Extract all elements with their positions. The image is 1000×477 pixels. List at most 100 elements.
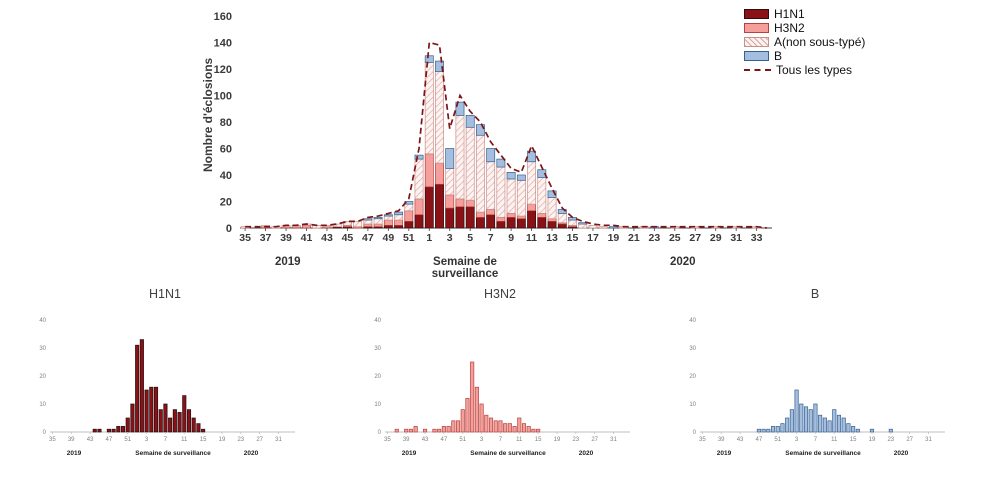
bar-H1N1 — [149, 386, 154, 433]
x-tick-label: 31 — [925, 437, 932, 443]
legend-label-a-non-sous-type: A(non sous-typé) — [774, 34, 866, 49]
x-tick-label: 9 — [508, 232, 514, 244]
bar-H1N1 — [414, 214, 424, 229]
subchart-h3n2-year-end: 2020 — [578, 450, 594, 457]
x-tick-label: 3 — [795, 437, 799, 443]
bar-H1N1 — [153, 386, 159, 433]
bar-H3N2 — [423, 428, 428, 433]
bar-H1N1 — [496, 221, 506, 229]
bar-H3N2 — [424, 153, 434, 188]
legend-item-tous-les-types: Tous les types — [744, 63, 865, 77]
bar-H1N1 — [106, 428, 111, 433]
bar-H1N1 — [191, 417, 196, 433]
x-tick-label: 1 — [426, 232, 432, 244]
bar-B — [846, 423, 851, 433]
y-tick-label: 30 — [689, 346, 696, 352]
bar-B — [789, 409, 794, 433]
x-tick-label: 27 — [906, 437, 913, 443]
subchart-h3n2: H3N2 0 10 20 30 40 35 39 43 47 51 3 7 11 15 19 23 27 31 2… — [360, 287, 640, 477]
x-tick-label: 49 — [383, 232, 395, 244]
x-tick-label: 3 — [145, 437, 149, 443]
y-tick-label: 10 — [39, 402, 46, 408]
bar-A(non sous-typé) — [547, 197, 557, 220]
bar-H3N2 — [512, 426, 517, 433]
bar-H3N2 — [498, 420, 503, 433]
y-tick-label: 60 — [220, 143, 232, 155]
x-tick-label: 11 — [831, 437, 838, 443]
bar-H3N2 — [475, 211, 485, 218]
bar-H3N2 — [455, 198, 465, 208]
subchart-b: B 0 10 20 30 40 35 39 43 47 51 3 7 11 15 19 23 27 31 2019… — [675, 287, 955, 477]
x-tick-label: 39 — [403, 437, 410, 443]
y-tick-label: 100 — [214, 90, 232, 102]
bar-B — [506, 172, 516, 180]
bar-A(non sous-typé) — [588, 225, 598, 229]
bar-A(non sous-typé) — [496, 166, 506, 218]
bar-B — [516, 174, 526, 181]
x-tick-label: 43 — [737, 437, 744, 443]
bar-H3N2 — [488, 417, 494, 433]
year-end-label: 2020 — [670, 256, 696, 268]
x-tick-label: 15 — [535, 437, 542, 443]
x-tick-label: 21 — [628, 232, 640, 244]
bar-H1N1 — [455, 206, 465, 229]
x-tick-label: 15 — [850, 437, 857, 443]
bar-A(non sous-typé) — [363, 219, 373, 225]
b-swatch-icon — [744, 50, 769, 61]
bar-H1N1 — [516, 218, 526, 229]
bar-A(non sous-typé) — [394, 214, 404, 221]
subchart-h3n2-year-start: 2019 — [401, 450, 417, 457]
bar-H1N1 — [111, 428, 116, 433]
subchart-h1n1-svg: 0 10 20 30 40 35 39 43 47 51 3 7 11 15 19 23 27 31 — [39, 318, 295, 443]
y-tick-label: 40 — [374, 318, 381, 324]
x-tick-label: 47 — [441, 437, 448, 443]
bar-H3N2 — [446, 426, 451, 433]
x-tick-label: 11 — [526, 232, 537, 244]
bar-H3N2 — [470, 361, 475, 433]
x-tick-label: 5 — [467, 232, 473, 244]
x-tick-label: 33 — [751, 232, 763, 244]
bar-H3N2 — [516, 215, 526, 220]
year-start-label: 2019 — [275, 256, 301, 268]
bar-H1N1 — [172, 409, 177, 433]
bar-H3N2 — [408, 428, 413, 433]
x-tick-label: 31 — [730, 232, 742, 244]
bar-B — [608, 226, 618, 229]
x-tick-label: 47 — [756, 437, 763, 443]
y-tick-label: 20 — [689, 374, 696, 380]
subchart-h1n1-year-end: 2020 — [243, 450, 259, 457]
bar-A(non sous-typé) — [527, 161, 537, 205]
total-line — [245, 41, 768, 229]
bar-H3N2 — [517, 417, 522, 433]
y-tick-label: 10 — [374, 402, 381, 408]
h1n1-swatch-icon — [744, 8, 769, 19]
x-tick-label: 35 — [699, 437, 706, 443]
bar-H1N1 — [158, 409, 163, 433]
bar-B — [496, 158, 506, 168]
bar-H3N2 — [455, 420, 461, 433]
x-tick-label: 51 — [459, 437, 466, 443]
bar-B — [383, 214, 393, 217]
legend-item-h1n1: H1N1 — [744, 7, 865, 21]
bar-B — [888, 428, 893, 433]
bar-H3N2 — [445, 194, 455, 209]
x-tick-label: 3 — [447, 232, 453, 244]
h3n2-swatch-icon — [744, 22, 769, 33]
bar-H3N2 — [507, 423, 512, 433]
x-tick-label: 17 — [587, 232, 599, 244]
bar-B — [547, 190, 557, 198]
bar-H1N1 — [97, 428, 102, 433]
y-tick-label: 0 — [226, 223, 232, 235]
x-tick-label: 43 — [321, 232, 333, 244]
bar-B — [373, 217, 383, 220]
x-tick-label: 23 — [649, 232, 661, 244]
x-tick-label: 11 — [181, 437, 188, 443]
x-tick-label: 23 — [887, 437, 894, 443]
legend-label-b: B — [774, 48, 783, 63]
bar-B — [785, 417, 790, 433]
x-tick-label: 15 — [200, 437, 207, 443]
y-tick-label: 40 — [689, 318, 696, 324]
bar-H1N1 — [383, 225, 393, 229]
x-tick-label: 43 — [87, 437, 94, 443]
bar-H3N2 — [521, 423, 527, 433]
